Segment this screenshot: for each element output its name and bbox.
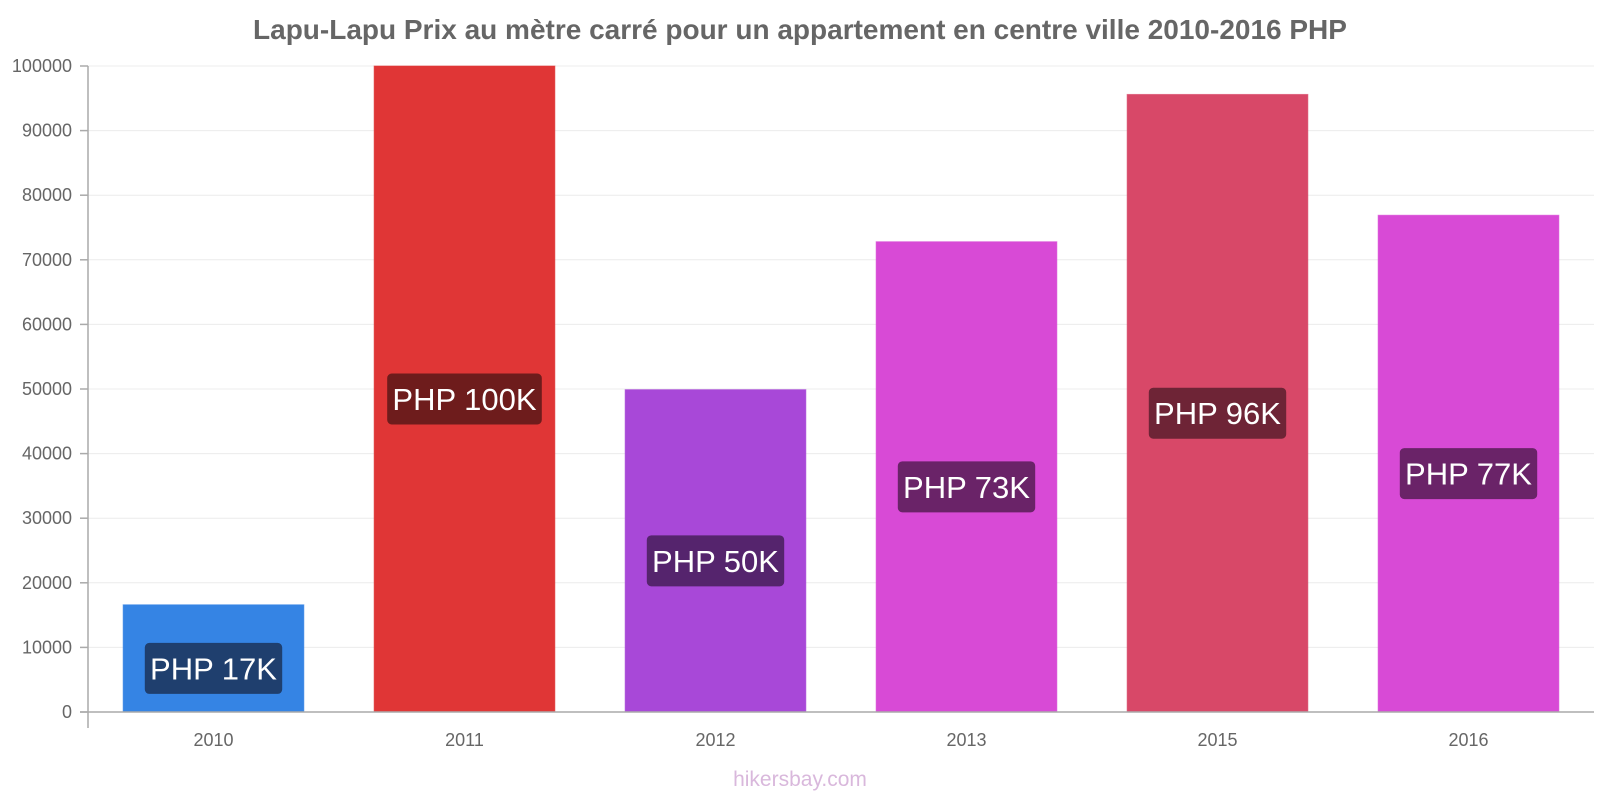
x-tick-label: 2013 <box>946 730 986 750</box>
y-tick-label: 0 <box>62 702 72 722</box>
data-label: PHP 17K <box>150 651 277 686</box>
data-label: PHP 73K <box>903 470 1030 505</box>
data-label: PHP 50K <box>652 544 779 579</box>
y-tick-label: 60000 <box>22 314 72 334</box>
x-tick-label: 2012 <box>695 730 735 750</box>
data-label-box <box>646 535 785 587</box>
data-label-box <box>1148 387 1287 439</box>
y-tick-label: 50000 <box>22 379 72 399</box>
y-tick-label: 100000 <box>12 56 72 76</box>
y-tick-label: 80000 <box>22 185 72 205</box>
watermark: hikersbay.com <box>733 768 867 791</box>
data-labels: PHP 17K PHP 100K PHP 50K PHP 73K PHP 96K PHP … <box>144 373 1538 694</box>
data-label-box <box>144 642 283 694</box>
x-tick-label: 2015 <box>1197 730 1237 750</box>
y-tick-label: 90000 <box>22 121 72 141</box>
y-tick-label: 10000 <box>22 637 72 657</box>
y-tick-label: 20000 <box>22 573 72 593</box>
x-tick-label: 2010 <box>193 730 233 750</box>
data-label: PHP 96K <box>1154 396 1281 431</box>
chart-title: Lapu-Lapu Prix au mètre carré pour un ap… <box>253 14 1347 45</box>
axes <box>80 66 1594 728</box>
data-label: PHP 77K <box>1405 457 1532 492</box>
x-tick-label: 2011 <box>445 730 484 750</box>
data-label-box <box>1399 448 1538 500</box>
y-tick-label: 30000 <box>22 508 72 528</box>
x-tick-label: 2016 <box>1448 730 1488 750</box>
data-label-box <box>897 461 1036 513</box>
y-tick-labels: 0 10000 20000 30000 40000 50000 60000 70000 8000… <box>12 56 88 722</box>
data-label: PHP 100K <box>392 382 537 417</box>
gridlines <box>88 65 1594 713</box>
y-tick-label: 70000 <box>22 250 72 270</box>
y-tick-label: 40000 <box>22 444 72 464</box>
x-tick-labels: 2010 2011 2012 2013 2015 2016 <box>193 730 1488 750</box>
data-label-box <box>387 373 542 425</box>
